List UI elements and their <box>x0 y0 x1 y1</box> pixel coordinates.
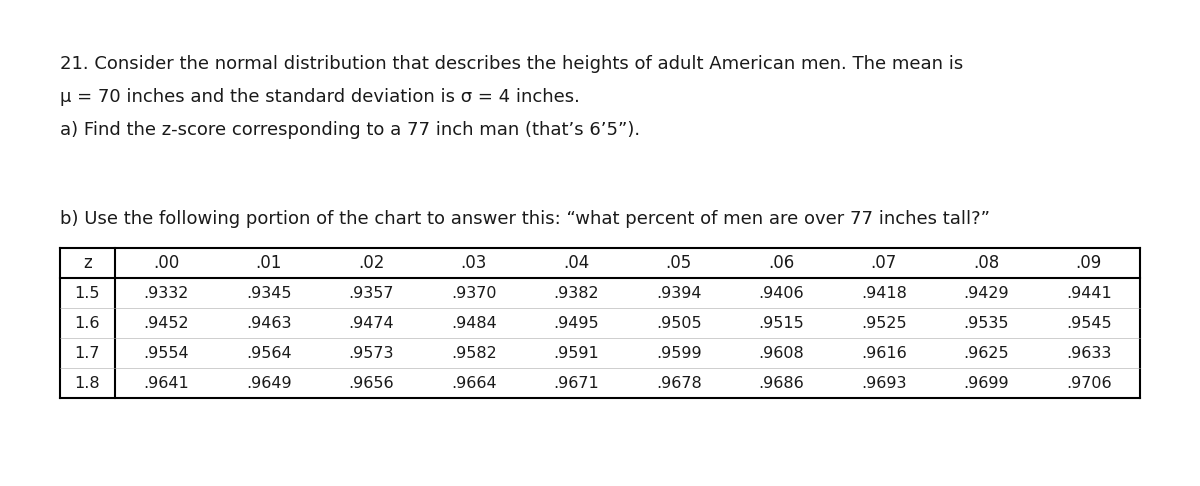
Text: .9463: .9463 <box>246 315 292 330</box>
Text: .9641: .9641 <box>143 376 190 390</box>
Text: .9706: .9706 <box>1066 376 1111 390</box>
Text: .02: .02 <box>358 254 384 272</box>
Text: .08: .08 <box>973 254 1000 272</box>
Text: .9699: .9699 <box>964 376 1009 390</box>
Text: .9515: .9515 <box>758 315 804 330</box>
Text: .9599: .9599 <box>656 346 702 361</box>
Text: .07: .07 <box>871 254 896 272</box>
Text: .9441: .9441 <box>1066 285 1111 300</box>
Text: .9495: .9495 <box>553 315 599 330</box>
Text: .9370: .9370 <box>451 285 497 300</box>
Text: .9616: .9616 <box>860 346 907 361</box>
Text: z: z <box>83 254 92 272</box>
Text: μ = 70 inches and the standard deviation is σ = 4 inches.: μ = 70 inches and the standard deviation… <box>60 88 580 106</box>
Text: .9649: .9649 <box>246 376 292 390</box>
Text: .9429: .9429 <box>964 285 1009 300</box>
Text: .9693: .9693 <box>862 376 906 390</box>
Text: .04: .04 <box>563 254 589 272</box>
Text: .9564: .9564 <box>246 346 292 361</box>
Text: b) Use the following portion of the chart to answer this: “what percent of men a: b) Use the following portion of the char… <box>60 210 990 228</box>
Text: .9357: .9357 <box>348 285 394 300</box>
Text: .9625: .9625 <box>964 346 1009 361</box>
Text: 1.8: 1.8 <box>74 376 101 390</box>
Text: .03: .03 <box>461 254 487 272</box>
Text: 21. Consider the normal distribution that describes the heights of adult America: 21. Consider the normal distribution tha… <box>60 55 964 73</box>
Text: .9525: .9525 <box>860 315 906 330</box>
Text: .9345: .9345 <box>246 285 292 300</box>
Text: a) Find the z-score corresponding to a 77 inch man (that’s 6’5”).: a) Find the z-score corresponding to a 7… <box>60 121 640 139</box>
Text: .9608: .9608 <box>758 346 804 361</box>
Text: .06: .06 <box>768 254 794 272</box>
Text: 1.5: 1.5 <box>74 285 101 300</box>
Text: 1.6: 1.6 <box>74 315 101 330</box>
Text: .9633: .9633 <box>1066 346 1111 361</box>
Text: .9382: .9382 <box>553 285 599 300</box>
Text: .01: .01 <box>256 254 282 272</box>
Text: .9332: .9332 <box>144 285 188 300</box>
Text: .9664: .9664 <box>451 376 497 390</box>
Text: .9394: .9394 <box>656 285 702 300</box>
Text: .9474: .9474 <box>348 315 394 330</box>
Text: .9554: .9554 <box>144 346 190 361</box>
Text: .9686: .9686 <box>758 376 804 390</box>
Text: .9505: .9505 <box>656 315 702 330</box>
Text: .9678: .9678 <box>656 376 702 390</box>
Text: .09: .09 <box>1075 254 1102 272</box>
Text: .9671: .9671 <box>553 376 599 390</box>
Text: .9573: .9573 <box>348 346 394 361</box>
Text: .9656: .9656 <box>348 376 394 390</box>
Text: .9452: .9452 <box>144 315 190 330</box>
Text: .9406: .9406 <box>758 285 804 300</box>
Text: .9484: .9484 <box>451 315 497 330</box>
Text: .9545: .9545 <box>1066 315 1111 330</box>
Text: .9591: .9591 <box>553 346 599 361</box>
Text: .00: .00 <box>154 254 179 272</box>
Text: 1.7: 1.7 <box>74 346 101 361</box>
Text: .9535: .9535 <box>964 315 1009 330</box>
Text: .9418: .9418 <box>860 285 907 300</box>
Text: .9582: .9582 <box>451 346 497 361</box>
Text: .05: .05 <box>666 254 692 272</box>
